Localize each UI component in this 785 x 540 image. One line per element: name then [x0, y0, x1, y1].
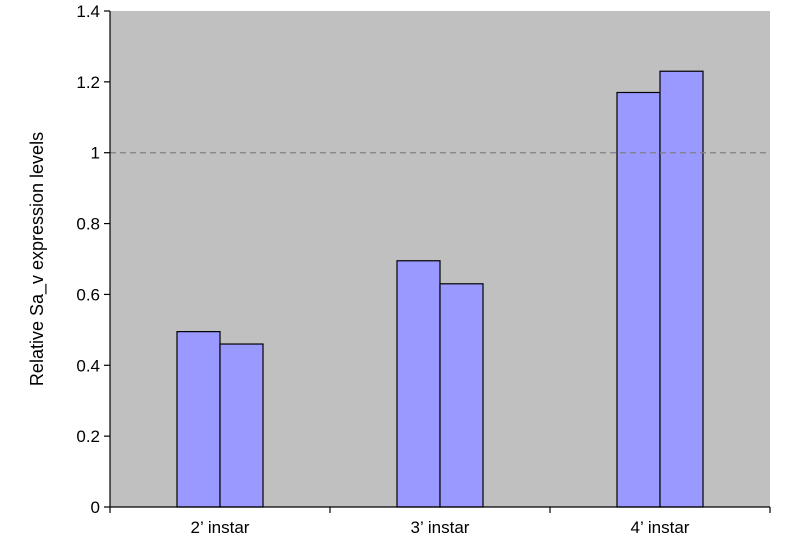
- bar-2-1: [396, 260, 441, 508]
- y-tick-label: 0.4: [76, 356, 100, 375]
- x-tick-label: 4’ instar: [631, 518, 690, 537]
- bar-2-2: [439, 283, 484, 508]
- bar-1-1: [176, 331, 221, 508]
- axes-group: [109, 11, 770, 508]
- x-tick-label: 3’ instar: [411, 518, 470, 537]
- bar-3-2: [659, 70, 704, 508]
- y-ticks-group: 0 0.2 0.4 0.6 0.8 1 1.2 1.4: [76, 2, 110, 517]
- y-tick-label: 0: [91, 498, 100, 517]
- y-tick-label: 1.4: [76, 2, 100, 21]
- y-tick-label: 0.6: [76, 285, 100, 304]
- bars-group: [176, 70, 704, 508]
- bar-1-2: [219, 343, 264, 508]
- y-tick-label: 1.2: [76, 73, 100, 92]
- y-tick-label: 1: [91, 144, 100, 163]
- x-ticks-group: 2’ instar 3’ instar 4’ instar: [109, 507, 771, 537]
- bar-3-1: [616, 91, 661, 508]
- x-tick-label: 2’ instar: [191, 518, 250, 537]
- y-tick-label: 0.2: [76, 427, 100, 446]
- y-axis-title: Relative Sa_v expression levels: [27, 132, 48, 386]
- y-tick-label: 0.8: [76, 215, 100, 234]
